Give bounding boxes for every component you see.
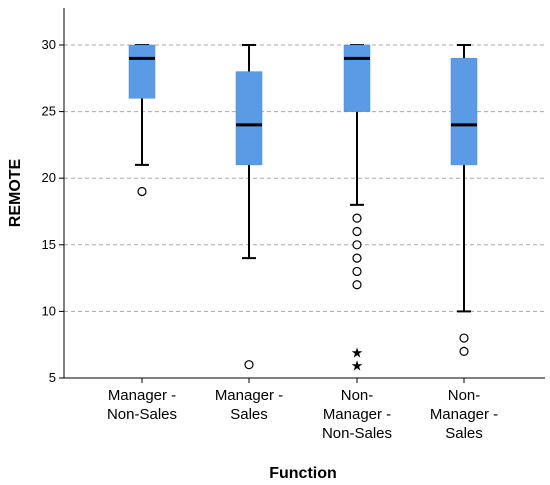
x-category-label: Manager - [430,406,498,423]
x-category-label: Non-Sales [107,406,177,423]
outlier-point [459,346,469,356]
axes [63,8,545,379]
y-tick-label: 25 [42,104,56,119]
outlier-point [244,360,254,370]
box-group [450,44,478,356]
outlier-point [137,186,147,197]
y-axis-title: REMOTE [7,158,24,227]
y-tick-labels: 5 10 15 20 25 30 [42,37,64,385]
iqr-box [235,71,263,166]
x-category-label: Non- [341,387,374,404]
box-group [128,44,156,197]
y-tick-label: 30 [42,37,56,52]
y-tick-label: 15 [42,237,56,252]
outlier-point [352,253,362,263]
y-tick-label: 10 [42,303,56,318]
boxes: ★★ [128,44,478,375]
iqr-box [343,44,371,112]
x-category-label: Manager - [108,387,176,404]
x-category-label: Non-Sales [322,425,392,442]
outlier-point [352,280,362,290]
x-category-label: Non- [448,387,481,404]
extreme-point: ★ [351,345,364,361]
x-category-label: Sales [230,406,268,423]
outlier-point [459,333,469,343]
x-category-label: Manager - [323,406,391,423]
box-group [235,44,263,370]
y-tick-label: 5 [49,370,56,385]
x-axis-title: Function [269,465,337,482]
iqr-box [450,58,478,166]
outlier-point [352,226,362,237]
outlier-point [352,240,362,250]
x-category-label: Manager - [215,387,283,404]
y-tick-label: 20 [42,170,56,185]
outlier-point [352,266,362,277]
outlier-point [352,213,362,223]
iqr-box [128,44,156,99]
extreme-point: ★ [351,359,364,375]
x-category-label: Sales [445,425,483,442]
box-group: ★★ [343,44,371,375]
